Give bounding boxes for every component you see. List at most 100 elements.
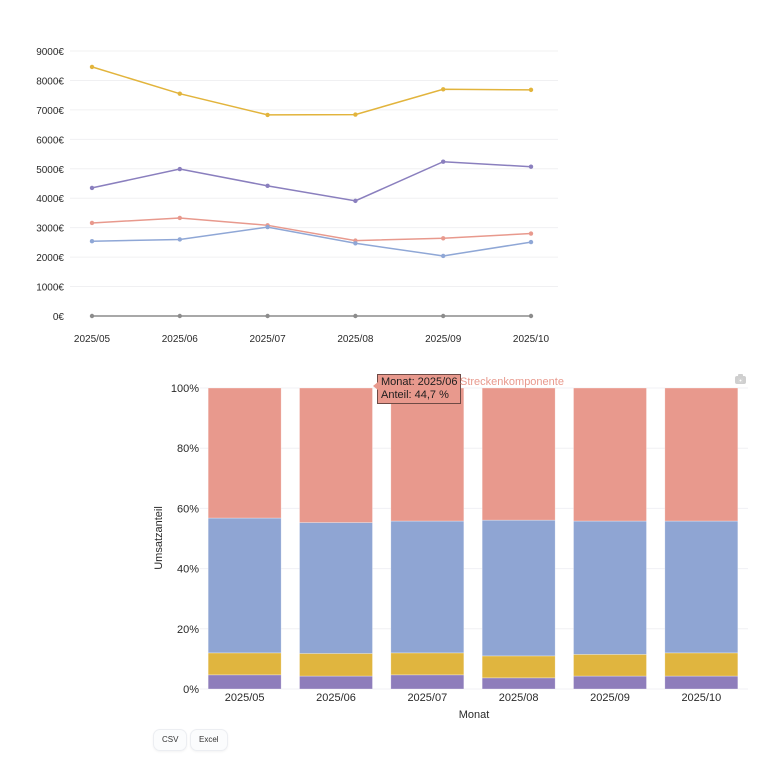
- bar-2025-10: [664, 387, 739, 690]
- x-tick-label: 2025/07: [407, 692, 447, 704]
- y-tick-label: 8000€: [36, 76, 64, 87]
- y-tick-label: 5000€: [36, 165, 64, 176]
- y-tick-label: 40%: [177, 564, 199, 576]
- data-point: [353, 198, 358, 204]
- export-excel-button[interactable]: Excel: [190, 729, 228, 751]
- series-violett: [89, 159, 534, 204]
- data-point: [177, 91, 182, 96]
- data-point: [528, 313, 534, 319]
- bar-chart-bars: [207, 387, 739, 690]
- bar-segment-gelb: [390, 652, 465, 676]
- bar-segment-violett: [390, 674, 465, 690]
- bar-segment-violett: [573, 675, 647, 690]
- series-grau: [89, 313, 534, 319]
- bar-segment-gelb: [299, 653, 373, 677]
- x-tick-label: 2025/05: [74, 334, 111, 345]
- data-point: [528, 164, 534, 169]
- x-tick-label: 2025/05: [225, 692, 265, 704]
- bar-chart-gridlines: [200, 387, 748, 690]
- x-tick-label: 2025/08: [337, 334, 374, 345]
- data-point: [441, 236, 446, 241]
- bar-segment-streckenkomponente: [299, 387, 373, 523]
- data-point: [441, 313, 446, 319]
- bar-segment-violett: [664, 675, 739, 690]
- y-tick-label: 3000€: [36, 224, 64, 235]
- bar-segment-gelb: [664, 652, 739, 677]
- data-point: [89, 64, 95, 70]
- x-tick-label: 2025/09: [590, 692, 630, 704]
- data-point: [265, 183, 270, 189]
- y-tick-label: 0%: [183, 684, 199, 696]
- bar-segment-streckenkomponente: [664, 387, 739, 522]
- bar-segment-gelb: [481, 655, 556, 679]
- bar-segment-gelb: [573, 654, 647, 677]
- data-point: [89, 239, 95, 244]
- bar-segment-violett: [299, 675, 373, 690]
- data-point: [265, 112, 270, 118]
- data-point: [177, 237, 182, 242]
- bar-segment-blau: [573, 520, 647, 655]
- bar-segment-blau: [207, 517, 282, 654]
- bar-segment-streckenkomponente: [207, 387, 282, 519]
- line-chart: 0€ 1000€ 2000€ 3000€ 4000€ 5000€ 6000€ 7000€ 800…: [36, 47, 558, 345]
- y-tick-label: 4000€: [36, 194, 64, 205]
- y-tick-label: 100%: [171, 383, 199, 395]
- series-line: [91, 160, 532, 202]
- bar-segment-blau: [481, 519, 556, 657]
- camera-icon[interactable]: [735, 374, 746, 384]
- bar-segment-streckenkomponente: [390, 387, 465, 522]
- bar-2025-08: [481, 387, 556, 690]
- export-csv-button[interactable]: CSV: [153, 729, 188, 751]
- x-tick-label: 2025/08: [499, 692, 539, 704]
- x-axis-title: Monat: [459, 709, 490, 721]
- y-tick-label: 1000€: [36, 283, 64, 294]
- data-point: [265, 313, 270, 319]
- series-line: [91, 66, 532, 116]
- hover-tooltip: Monat: 2025/06 Anteil: 44,7 %: [373, 374, 462, 404]
- series-blau: [89, 224, 534, 259]
- y-tick-label: 20%: [177, 624, 199, 636]
- tooltip-arrow: [373, 382, 378, 390]
- bar-segment-gelb: [207, 652, 282, 676]
- data-point: [441, 159, 446, 164]
- stacked-bar-chart: 0% 20% 40% 60% 80% 100% 2025/05 2025/06 2025/07…: [153, 383, 748, 721]
- line-chart-gridlines: [70, 50, 558, 288]
- data-point: [353, 313, 358, 319]
- tooltip-month: Monat: 2025/06: [381, 376, 458, 388]
- bar-segment-violett: [207, 674, 282, 690]
- x-tick-label: 2025/07: [250, 334, 287, 345]
- series-streckenkomponente: [89, 215, 534, 243]
- data-point: [528, 239, 534, 245]
- data-point: [177, 166, 182, 172]
- data-point: [353, 241, 358, 246]
- line-chart-y-axis: 0€ 1000€ 2000€ 3000€ 4000€ 5000€ 6000€ 7000€ 800…: [36, 47, 64, 323]
- bar-chart-x-axis: 2025/05 2025/06 2025/07 2025/08 2025/09 2025/…: [225, 692, 721, 704]
- y-tick-label: 60%: [177, 503, 199, 515]
- data-point: [265, 224, 270, 230]
- tooltip-series-name: Streckenkomponente: [460, 376, 564, 388]
- x-tick-label: 2025/10: [681, 692, 721, 704]
- bar-segment-violett: [481, 677, 556, 690]
- bar-chart-y-axis: 0% 20% 40% 60% 80% 100%: [171, 383, 199, 696]
- y-tick-label: 6000€: [36, 135, 64, 146]
- data-point: [528, 231, 534, 236]
- bar-segment-streckenkomponente: [573, 387, 647, 522]
- series-line: [91, 226, 532, 257]
- data-point: [528, 87, 534, 93]
- x-tick-label: 2025/10: [513, 334, 550, 345]
- bar-segment-blau: [664, 520, 739, 654]
- y-tick-label: 80%: [177, 443, 199, 455]
- bar-2025-06: [299, 387, 373, 690]
- data-point: [89, 313, 95, 319]
- y-tick-label: 0€: [53, 312, 65, 323]
- bar-segment-streckenkomponente: [481, 387, 556, 521]
- tooltip-share: Anteil: 44,7 %: [381, 389, 449, 401]
- line-chart-x-axis: 2025/05 2025/06 2025/07 2025/08 2025/09 2025/…: [74, 334, 550, 345]
- y-tick-label: 2000€: [36, 253, 64, 264]
- data-point: [89, 185, 95, 191]
- y-axis-title: Umsatzanteil: [153, 506, 165, 570]
- data-point: [441, 87, 446, 92]
- bar-2025-07: [390, 387, 465, 690]
- y-tick-label: 7000€: [36, 106, 64, 117]
- data-point: [89, 220, 95, 226]
